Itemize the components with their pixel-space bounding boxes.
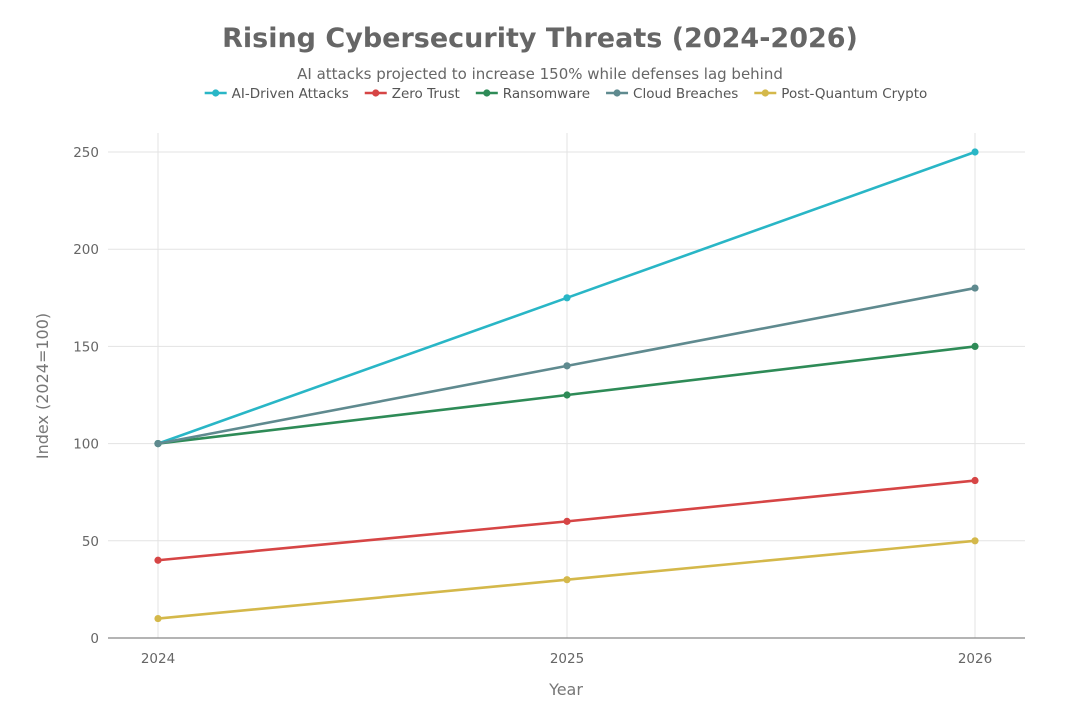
data-point (971, 148, 979, 156)
y-tick-label: 200 (73, 242, 99, 258)
series-group (154, 148, 979, 623)
data-point (563, 391, 571, 399)
series-post-quantum-crypto (154, 537, 979, 623)
legend: AI-Driven Attacks Zero Trust Ransomware Clo… (204, 86, 927, 102)
y-tick-label: 100 (73, 437, 99, 453)
data-point (971, 537, 979, 545)
x-tick-label: 2026 (958, 651, 992, 667)
legend-label: Zero Trust (392, 86, 460, 102)
legend-item[interactable]: AI-Driven Attacks (204, 86, 349, 102)
data-point (971, 284, 979, 292)
data-point (563, 517, 571, 525)
data-point (563, 576, 571, 584)
legend-swatch-marker (613, 89, 621, 97)
data-point (154, 556, 162, 564)
series-zero-trust (154, 476, 979, 564)
x-tick-label: 2024 (141, 651, 175, 667)
y-axis-title: Index (2024=100) (33, 313, 52, 459)
chart-subtitle: AI attacks projected to increase 150% wh… (297, 65, 783, 83)
legend-swatch-marker (483, 89, 491, 97)
legend-item[interactable]: Ransomware (475, 86, 590, 102)
legend-label: Ransomware (503, 86, 590, 102)
legend-label: Cloud Breaches (633, 86, 738, 102)
series-cloud-breaches (154, 284, 979, 448)
legend-swatch-marker (212, 89, 220, 97)
y-tick-label: 50 (82, 534, 99, 550)
data-point (971, 476, 979, 485)
legend-item[interactable]: Zero Trust (364, 86, 460, 102)
axes: 0 50 100 150 200 250 2024 2025 2026 (73, 145, 1025, 667)
legend-item[interactable]: Cloud Breaches (606, 86, 738, 102)
legend-item[interactable]: Post-Quantum Crypto (754, 86, 927, 102)
legend-swatch-marker (372, 89, 380, 97)
data-point (563, 362, 571, 370)
data-point (154, 440, 162, 448)
legend-label: Post-Quantum Crypto (781, 86, 927, 102)
data-point (563, 294, 571, 302)
chart-title: Rising Cybersecurity Threats (2024-2026) (222, 23, 858, 54)
y-tick-label: 150 (73, 339, 99, 355)
y-tick-label: 250 (73, 145, 99, 161)
legend-swatch-marker (761, 89, 769, 97)
legend-label: AI-Driven Attacks (232, 86, 349, 102)
x-axis-title: Year (548, 680, 583, 699)
x-tick-label: 2025 (550, 651, 584, 667)
data-point (154, 614, 162, 623)
data-point (971, 342, 979, 350)
y-tick-label: 0 (90, 631, 99, 647)
grid (108, 133, 1025, 638)
